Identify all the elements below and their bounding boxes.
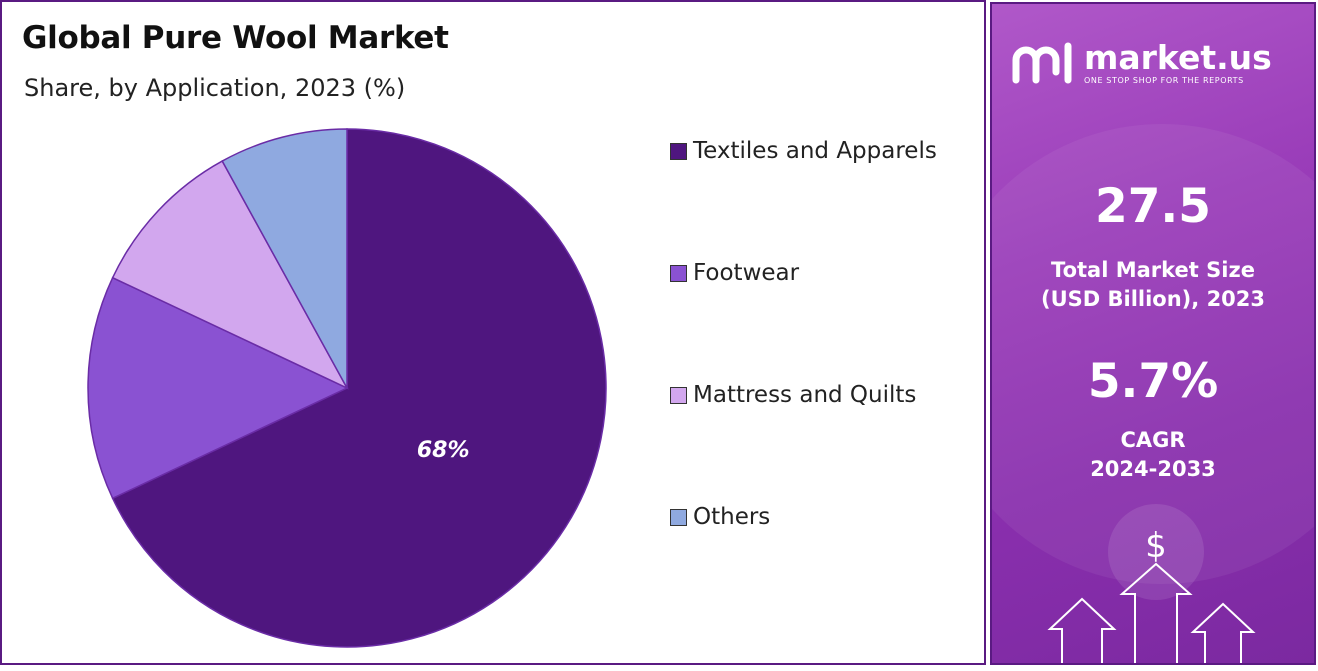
pie-label-textiles: 68% [417,438,470,463]
cagr-value: 5.7% [1087,354,1219,409]
legend-label-others: Others [693,504,771,530]
pie-chart: 68% [87,128,607,648]
legend-label-textiles: Textiles and Apparels [693,138,937,164]
legend-swatch-footwear [670,264,687,282]
chart-subtitle: Share, by Application, 2023 (%) [24,74,406,102]
arrow-up-left-icon [1047,597,1117,663]
legend-item-footwear: Footwear [670,260,799,286]
market-size-label-line1: Total Market Size [1051,258,1255,282]
market-us-logo-icon [1012,42,1072,84]
legend-swatch-textiles [670,142,687,160]
market-size-label: Total Market Size (USD Billion), 2023 [992,256,1314,314]
brand-tagline: ONE STOP SHOP FOR THE REPORTS [1084,75,1244,85]
chart-title: Global Pure Wool Market [22,20,449,56]
legend-swatch-others [670,508,687,526]
cagr-label-line2: 2024-2033 [1090,457,1216,481]
legend-label-mattress: Mattress and Quilts [693,382,917,408]
pie-slice-others [221,128,348,389]
brand-logo: market.us ONE STOP SHOP FOR THE REPORTS [1012,40,1272,86]
background-glow [992,124,1314,584]
dollar-sign-icon: $ [1145,526,1167,566]
summary-panel: $ market.us ONE STOP SHOP FOR THE REPORT… [990,2,1316,665]
legend-label-footwear: Footwear [693,260,800,286]
cagr-label: CAGR 2024-2033 [992,426,1314,484]
market-size-label-line2: (USD Billion), 2023 [1040,287,1266,311]
arrow-up-right-icon [1190,602,1256,663]
legend-item-others: Others [670,504,770,530]
coin-circle [1108,504,1204,600]
pie-slice-mattress [111,160,349,390]
growth-arrows-graphic: $ [1047,504,1256,663]
chart-panel: Global Pure Wool Market Share, by Applic… [0,0,986,665]
legend-item-textiles: Textiles and Apparels [670,138,937,164]
brand-name: market.us [1084,37,1272,77]
legend-item-mattress: Mattress and Quilts [670,382,916,408]
market-size-value: 27.5 [1095,179,1211,234]
arrow-up-center-icon [1119,562,1193,663]
cagr-label-line1: CAGR [1120,428,1186,452]
pie-slice-textiles [111,128,607,648]
legend-swatch-mattress [670,386,687,404]
pie-slice-footwear [87,276,349,500]
